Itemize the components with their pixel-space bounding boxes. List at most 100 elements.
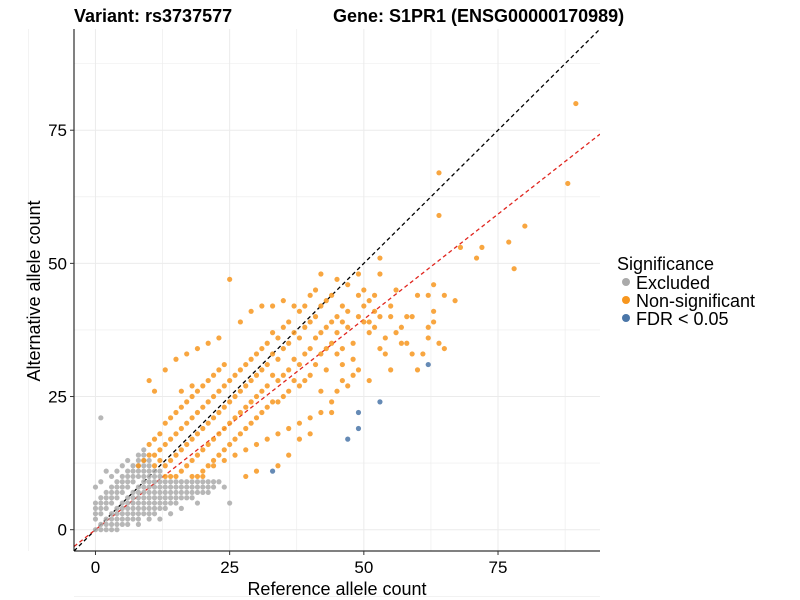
point-non-significant xyxy=(307,431,313,437)
point-non-significant xyxy=(436,340,442,346)
point-non-significant xyxy=(312,361,319,368)
point-excluded xyxy=(173,484,179,490)
point-non-significant xyxy=(264,404,270,410)
point-non-significant xyxy=(259,303,265,309)
point-non-significant xyxy=(269,372,276,378)
point-non-significant xyxy=(280,393,286,400)
point-non-significant xyxy=(151,388,158,394)
point-non-significant xyxy=(210,393,217,400)
point-excluded xyxy=(168,479,174,485)
point-excluded xyxy=(151,500,158,506)
point-excluded xyxy=(162,484,168,490)
point-excluded xyxy=(200,479,206,485)
point-non-significant xyxy=(441,345,447,352)
point-non-significant xyxy=(221,447,227,453)
point-non-significant xyxy=(162,463,168,469)
y-tick-label: 0 xyxy=(58,521,67,540)
legend: Significance Excluded Non-significant FD… xyxy=(617,254,755,329)
point-non-significant xyxy=(436,212,442,219)
point-excluded xyxy=(114,495,120,501)
point-non-significant xyxy=(168,415,174,421)
point-non-significant xyxy=(178,388,184,394)
point-excluded xyxy=(125,479,131,485)
point-non-significant xyxy=(210,372,217,378)
point-excluded xyxy=(103,468,109,474)
point-fdr-0-05 xyxy=(269,468,276,474)
point-excluded xyxy=(130,489,136,496)
point-non-significant xyxy=(361,287,367,293)
point-excluded xyxy=(98,495,104,501)
point-excluded xyxy=(103,516,109,522)
point-non-significant xyxy=(205,340,211,346)
point-non-significant xyxy=(168,436,174,442)
point-non-significant xyxy=(382,335,388,341)
point-excluded xyxy=(162,500,168,506)
point-non-significant xyxy=(264,436,270,442)
point-excluded xyxy=(205,479,211,485)
point-excluded xyxy=(189,495,195,501)
point-excluded xyxy=(151,484,158,490)
point-excluded xyxy=(184,484,190,490)
point-non-significant xyxy=(366,298,372,304)
point-non-significant xyxy=(377,271,383,277)
point-non-significant xyxy=(210,436,217,442)
point-non-significant xyxy=(178,404,184,410)
point-excluded xyxy=(135,516,142,522)
point-excluded xyxy=(227,500,233,506)
point-excluded xyxy=(108,527,115,533)
point-excluded xyxy=(146,484,152,490)
point-excluded xyxy=(125,516,131,522)
point-non-significant xyxy=(345,324,351,330)
point-excluded xyxy=(125,484,131,490)
point-excluded xyxy=(189,484,195,490)
x-tick-label: 0 xyxy=(91,558,100,577)
point-excluded xyxy=(125,505,131,511)
point-non-significant xyxy=(269,351,276,357)
point-excluded xyxy=(141,452,147,458)
point-non-significant xyxy=(178,447,184,453)
point-excluded xyxy=(157,484,163,490)
point-non-significant xyxy=(173,356,179,362)
point-excluded xyxy=(146,516,152,522)
point-excluded xyxy=(216,479,222,485)
legend-swatch-non-significant xyxy=(622,296,630,304)
point-excluded xyxy=(114,521,120,527)
point-non-significant xyxy=(329,399,335,405)
point-non-significant xyxy=(232,393,238,400)
point-excluded xyxy=(125,468,131,474)
point-excluded xyxy=(205,484,211,490)
point-excluded xyxy=(108,495,115,501)
point-excluded xyxy=(114,479,120,485)
y-tick-label: 50 xyxy=(48,254,67,273)
point-non-significant xyxy=(323,345,329,352)
point-excluded xyxy=(157,479,163,485)
point-non-significant xyxy=(141,457,147,464)
point-non-significant xyxy=(200,468,206,474)
point-non-significant xyxy=(168,457,174,464)
legend-swatch-excluded xyxy=(622,278,630,286)
point-non-significant xyxy=(329,292,335,298)
y-axis-title: Alternative allele count xyxy=(24,200,44,381)
point-non-significant xyxy=(264,361,270,368)
x-axis-title: Reference allele count xyxy=(247,579,426,599)
point-non-significant xyxy=(200,447,206,453)
point-non-significant xyxy=(339,361,345,368)
point-excluded xyxy=(119,479,125,485)
point-excluded xyxy=(92,527,99,533)
point-non-significant xyxy=(296,420,303,426)
point-non-significant xyxy=(200,404,206,410)
point-non-significant xyxy=(280,372,286,378)
legend-swatch-fdr xyxy=(622,314,630,322)
point-excluded xyxy=(119,511,125,517)
point-excluded xyxy=(108,473,115,480)
point-excluded xyxy=(114,484,120,490)
point-non-significant xyxy=(414,367,421,373)
chart-title-variant: Variant: rs3737577 xyxy=(74,6,232,26)
point-non-significant xyxy=(291,330,297,336)
point-excluded xyxy=(205,489,211,496)
point-non-significant xyxy=(275,399,281,405)
point-non-significant xyxy=(307,372,313,378)
point-non-significant xyxy=(210,457,217,464)
point-non-significant xyxy=(479,244,485,250)
